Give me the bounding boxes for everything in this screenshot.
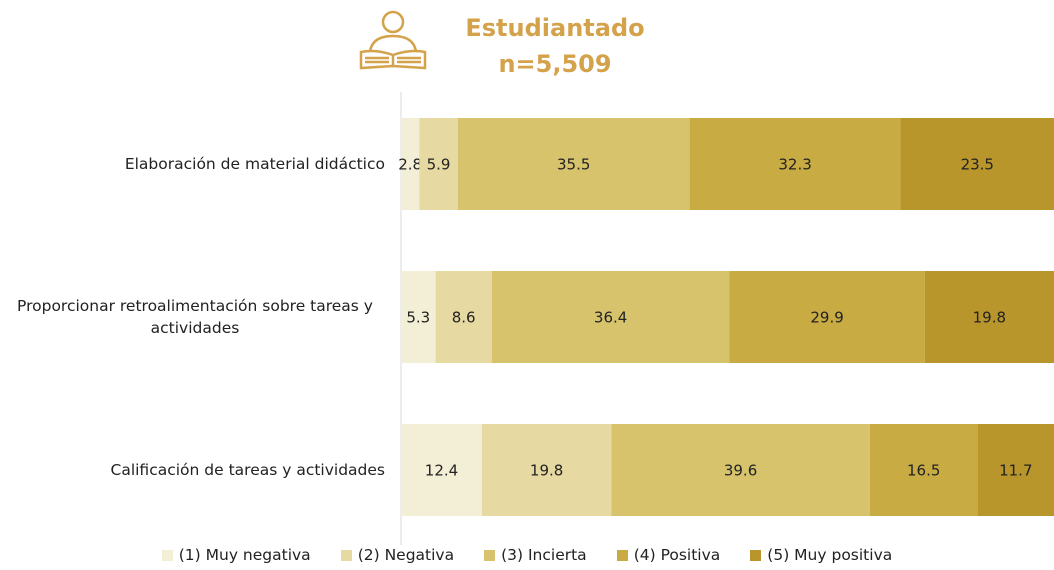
value-label: 39.6	[724, 462, 757, 480]
bar-segment	[869, 424, 978, 516]
value-label: 5.9	[427, 156, 451, 174]
bar-segment	[457, 118, 690, 210]
legend-label: (1) Muy negativa	[178, 546, 311, 564]
legend-item: (2) Negativa	[340, 546, 455, 564]
value-label: 12.4	[425, 462, 458, 480]
category-label: Elaboración de material didáctico	[124, 155, 385, 173]
value-label: 32.3	[778, 156, 811, 174]
legend-swatch	[616, 549, 628, 561]
category-label-box: Proporcionar retroalimentación sobre tar…	[0, 271, 385, 363]
value-label: 23.5	[961, 156, 994, 174]
reader-icon	[359, 10, 427, 70]
bar-segment	[900, 118, 1054, 210]
value-label: 35.5	[557, 156, 590, 174]
legend-item: (1) Muy negativa	[161, 546, 311, 564]
legend-item: (3) Incierta	[484, 546, 587, 564]
category-label-box: Calificación de tareas y actividades	[0, 424, 386, 516]
category-label: Proporcionar retroalimentación sobre tar…	[17, 297, 373, 337]
value-label: 16.5	[907, 462, 940, 480]
legend-swatch	[161, 549, 173, 561]
bar-segment	[491, 271, 730, 363]
value-label: 19.8	[973, 309, 1006, 327]
bar-segment	[611, 424, 870, 516]
legend-swatch	[340, 549, 352, 561]
category-label-box: Elaboración de material didáctico	[0, 118, 385, 210]
value-label: 29.9	[810, 309, 843, 327]
bar-segment	[924, 271, 1054, 363]
legend-label: (4) Positiva	[633, 546, 721, 564]
bar-segment	[729, 271, 925, 363]
bar-segment	[689, 118, 901, 210]
value-label: 8.6	[452, 309, 476, 327]
bar-segment	[401, 271, 436, 363]
bar-segment	[977, 424, 1054, 516]
value-label: 2.8	[398, 156, 422, 174]
category-label: Calificación de tareas y actividades	[110, 461, 386, 479]
bar-segment	[435, 271, 492, 363]
legend-item: (5) Muy positiva	[750, 546, 892, 564]
bar-segment	[481, 424, 612, 516]
legend-label: (5) Muy positiva	[767, 546, 893, 564]
legend: (1) Muy negativa (2) Negativa (3) Incierta…	[0, 546, 1054, 564]
value-label: 5.3	[406, 309, 430, 327]
value-label: 36.4	[594, 309, 627, 327]
bar-segment	[401, 118, 420, 210]
value-label: 11.7	[999, 462, 1032, 480]
legend-swatch	[750, 549, 762, 561]
bar-segment	[419, 118, 458, 210]
legend-item: (4) Positiva	[616, 546, 721, 564]
chart-subtitle: n=5,509	[498, 50, 612, 78]
chart-title: Estudiantado	[465, 14, 645, 42]
legend-label: (2) Negativa	[357, 546, 455, 564]
value-label: 19.8	[530, 462, 563, 480]
legend-label: (3) Incierta	[501, 546, 587, 564]
bar-segment	[401, 424, 482, 516]
legend-swatch	[484, 549, 496, 561]
